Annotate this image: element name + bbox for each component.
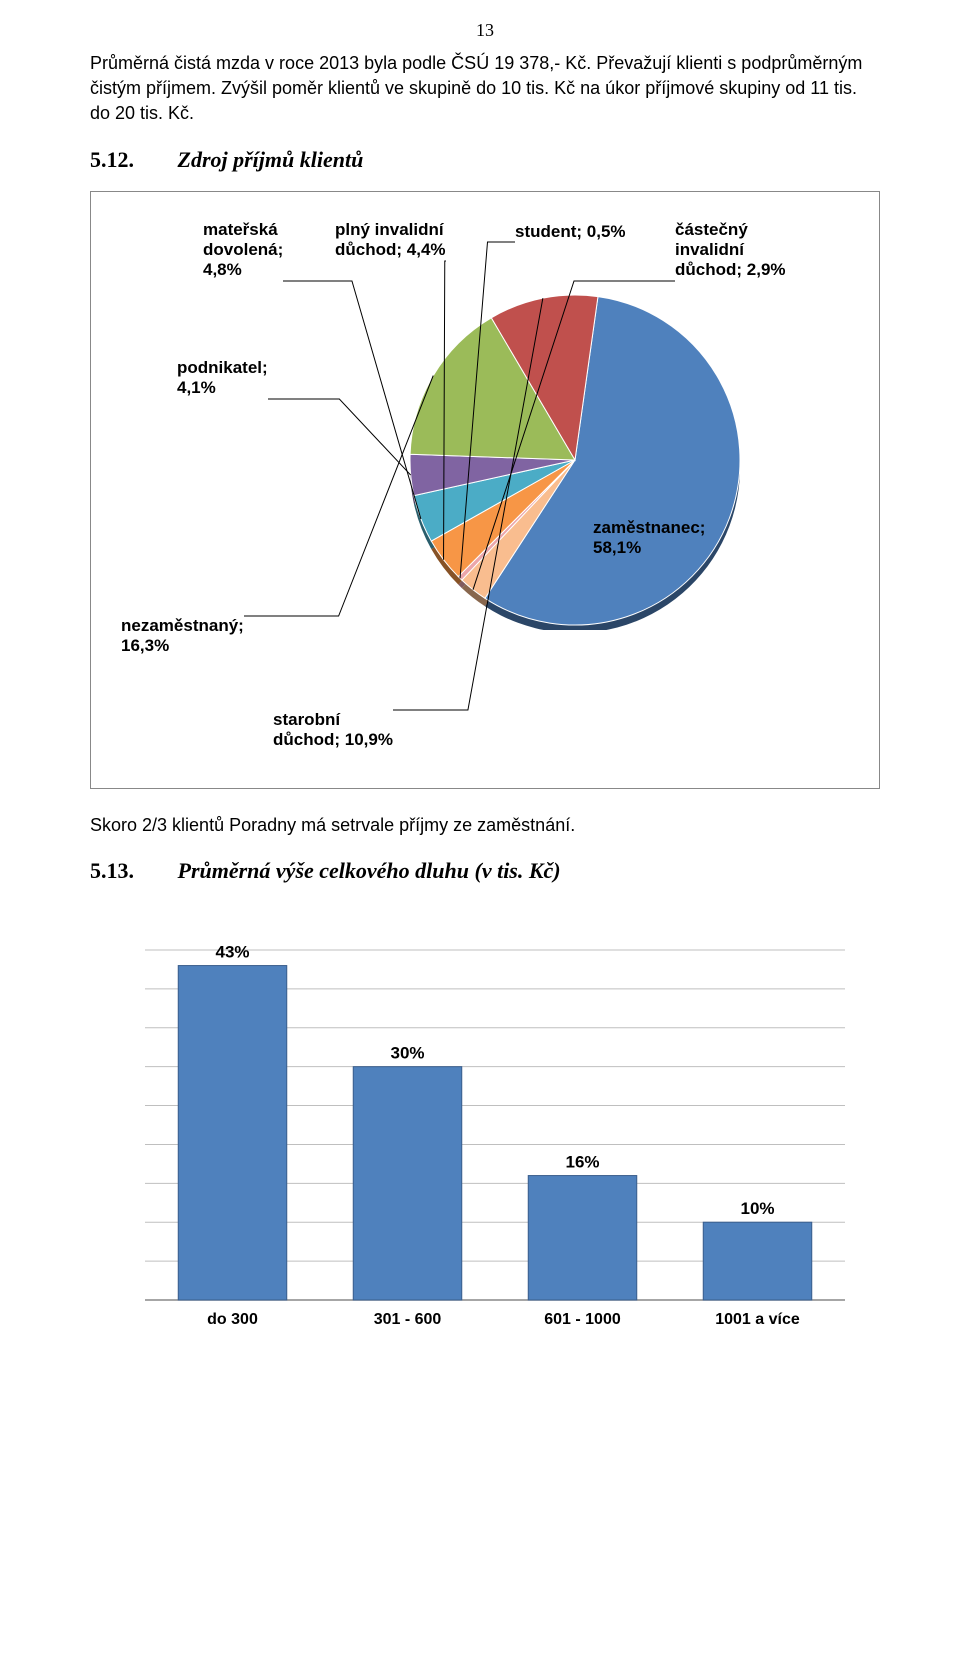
svg-text:10%: 10% bbox=[740, 1199, 774, 1218]
svg-text:1001 a více: 1001 a více bbox=[715, 1311, 800, 1328]
section-number-512: 5.12. bbox=[90, 147, 172, 173]
document-page: 13 Průměrná čistá mzda v roce 2013 byla … bbox=[0, 0, 960, 1380]
section-title-513: Průměrná výše celkového dluhu (v tis. Kč… bbox=[178, 858, 561, 883]
pie-label-starobni: starobní důchod; 10,9% bbox=[273, 710, 393, 751]
section-title-512: Zdroj příjmů klientů bbox=[178, 147, 364, 172]
section-number-513: 5.13. bbox=[90, 858, 172, 884]
pie-label-zamestnanec: zaměstnanec; 58,1% bbox=[593, 518, 705, 559]
pie-label-plny_invalidni: plný invalidní důchod; 4,4% bbox=[335, 220, 446, 261]
pie-label-podnikatel: podnikatel; 4,1% bbox=[177, 358, 268, 399]
svg-text:30%: 30% bbox=[390, 1043, 424, 1062]
intro-paragraph: Průměrná čistá mzda v roce 2013 byla pod… bbox=[90, 51, 880, 127]
pie-chart-box: zaměstnanec; 58,1% částečný invalidní důc… bbox=[90, 191, 880, 789]
svg-text:16%: 16% bbox=[565, 1152, 599, 1171]
bar-svg: 43% do 300 30% 301 - 600 16% 601 - 1000 10% 100… bbox=[115, 910, 855, 1340]
pie-label-student: student; 0,5% bbox=[515, 222, 626, 242]
pie-label-materska: mateřská dovolená; 4,8% bbox=[203, 220, 283, 281]
svg-text:43%: 43% bbox=[215, 942, 249, 961]
svg-text:601 - 1000: 601 - 1000 bbox=[544, 1311, 621, 1328]
bar-chart: 43% do 300 30% 301 - 600 16% 601 - 1000 10% 100… bbox=[115, 910, 855, 1340]
conclusion-paragraph: Skoro 2/3 klientů Poradny má setrvale př… bbox=[90, 813, 880, 838]
svg-text:301 - 600: 301 - 600 bbox=[374, 1311, 442, 1328]
pie-leaders bbox=[115, 210, 855, 770]
pie-chart: zaměstnanec; 58,1% částečný invalidní důc… bbox=[115, 210, 855, 770]
svg-text:do 300: do 300 bbox=[207, 1311, 258, 1328]
section-heading-512: 5.12. Zdroj příjmů klientů bbox=[90, 147, 880, 173]
page-number: 13 bbox=[90, 20, 880, 41]
pie-label-nezamestnany: nezaměstnaný; 16,3% bbox=[121, 616, 244, 657]
section-heading-513: 5.13. Průměrná výše celkového dluhu (v t… bbox=[90, 858, 880, 884]
pie-label-castecny: částečný invalidní důchod; 2,9% bbox=[675, 220, 786, 281]
